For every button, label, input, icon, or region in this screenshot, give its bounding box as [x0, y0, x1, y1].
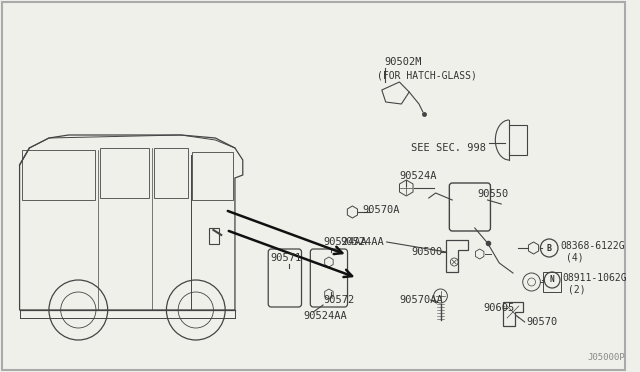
Text: 90524AA: 90524AA	[323, 237, 367, 247]
Text: 90502M: 90502M	[385, 57, 422, 67]
Text: 90550: 90550	[477, 189, 509, 199]
Text: 90570AA: 90570AA	[399, 295, 443, 305]
Text: 90605: 90605	[484, 303, 515, 313]
Text: 08368-6122G: 08368-6122G	[560, 241, 625, 251]
Text: 90524AA: 90524AA	[303, 311, 348, 321]
Text: 90571: 90571	[270, 253, 301, 263]
Text: B: B	[547, 244, 552, 253]
Bar	[100, 148, 148, 198]
Text: 90570: 90570	[527, 317, 558, 327]
Text: (FOR HATCH-GLASS): (FOR HATCH-GLASS)	[377, 70, 477, 80]
Bar	[22, 150, 95, 200]
Bar	[209, 228, 220, 244]
Text: J05000P: J05000P	[588, 353, 625, 362]
Text: 90500: 90500	[411, 247, 442, 257]
Text: 90572: 90572	[323, 295, 355, 305]
Text: (4): (4)	[566, 253, 584, 263]
Text: 08911-1062G: 08911-1062G	[562, 273, 627, 283]
Text: 90524A: 90524A	[399, 171, 437, 181]
Bar	[543, 272, 561, 292]
Text: 90570A: 90570A	[362, 205, 400, 215]
Text: (2): (2)	[568, 285, 586, 295]
Text: 90524AA: 90524AA	[340, 237, 385, 247]
Bar	[154, 148, 188, 198]
Text: SEE SEC. 998: SEE SEC. 998	[411, 143, 486, 153]
Text: N: N	[550, 276, 554, 285]
Bar	[509, 125, 527, 155]
